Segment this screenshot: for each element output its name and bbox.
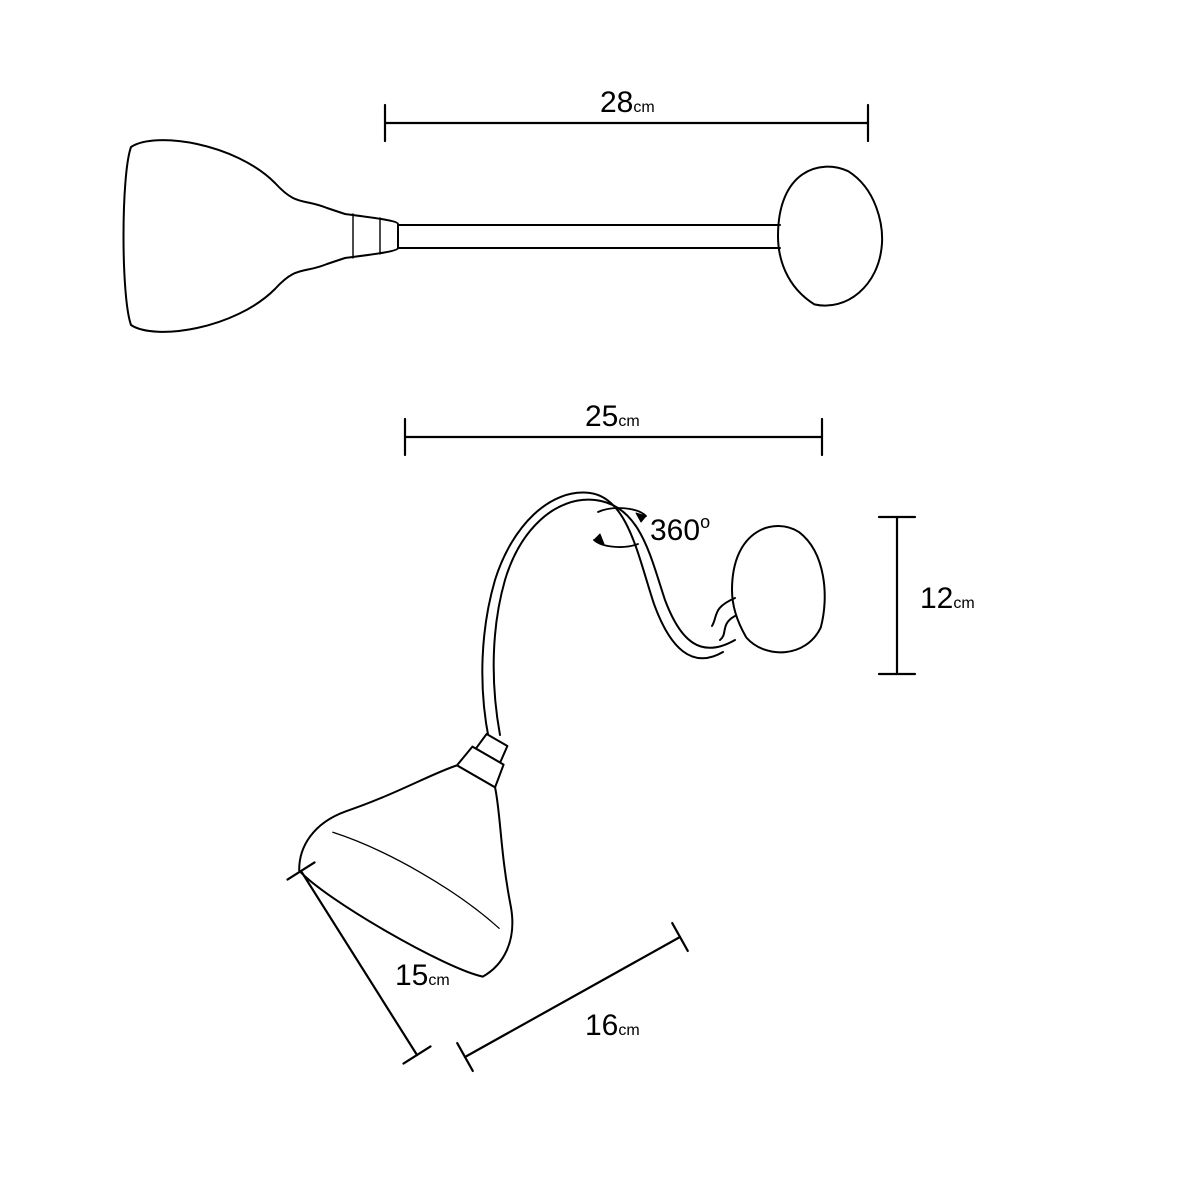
lamp-shade xyxy=(288,683,596,988)
rotation-label: 360o xyxy=(650,512,710,547)
svg-text:15cm: 15cm xyxy=(395,959,450,992)
top-view xyxy=(124,140,883,332)
side-view xyxy=(288,493,825,989)
svg-text:25cm: 25cm xyxy=(585,400,640,433)
svg-text:28cm: 28cm xyxy=(600,86,655,119)
svg-text:12cm: 12cm xyxy=(920,582,975,615)
technical-drawing: 28cm 25cm 12cm 15cm 16cm 360o xyxy=(0,0,1200,1200)
svg-text:16cm: 16cm xyxy=(585,1009,640,1042)
